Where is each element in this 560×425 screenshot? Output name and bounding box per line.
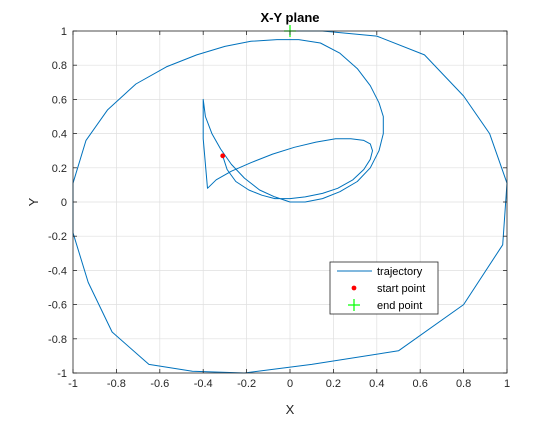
- legend-swatch-start-point: [351, 285, 357, 291]
- series-line-trajectory: [72, 30, 508, 374]
- legend-label-trajectory: trajectory: [377, 266, 423, 278]
- legend-swatch-end-point: [348, 299, 360, 311]
- x-tick-label: 0.6: [413, 378, 428, 390]
- x-axis-label: X: [286, 402, 295, 417]
- y-tick-label: -0.8: [48, 334, 67, 346]
- y-tick-label: 0.4: [52, 129, 67, 141]
- x-tick-label: -0.4: [194, 378, 213, 390]
- x-tick-label: 1: [504, 378, 510, 390]
- y-tick-label: 0: [61, 197, 67, 209]
- y-tick-label: -0.4: [48, 265, 67, 277]
- y-tick-label: 0.6: [52, 94, 67, 106]
- x-tick-label: 0.2: [326, 378, 341, 390]
- x-tick-label: -1: [68, 378, 78, 390]
- legend-label-end-point: end point: [377, 300, 422, 312]
- y-tick-label: -1: [57, 368, 67, 380]
- y-tick-label: -0.6: [48, 300, 67, 312]
- x-tick-label: 0.8: [456, 378, 471, 390]
- chart-title: X-Y plane: [260, 10, 319, 25]
- y-tick-label: 0.8: [52, 60, 67, 72]
- ticks: -1 -0.8 -0.6 -0.4 -0.2 0 0.2 0.4 0.6 0.8 1 -1 -0.8 -0…: [48, 26, 510, 390]
- y-tick-label: -0.2: [48, 231, 67, 243]
- x-tick-label: 0.4: [369, 378, 384, 390]
- y-tick-label: 0.2: [52, 163, 67, 175]
- legend-label-start-point: start point: [377, 283, 425, 295]
- x-tick-label: 0: [287, 378, 293, 390]
- y-tick-label: 1: [61, 26, 67, 38]
- x-tick-label: -0.8: [107, 378, 126, 390]
- x-tick-label: -0.6: [150, 378, 169, 390]
- y-axis-label: Y: [26, 197, 41, 206]
- legend: trajectory start point end point: [329, 261, 439, 315]
- start-point-marker: [220, 153, 226, 159]
- x-tick-label: -0.2: [237, 378, 256, 390]
